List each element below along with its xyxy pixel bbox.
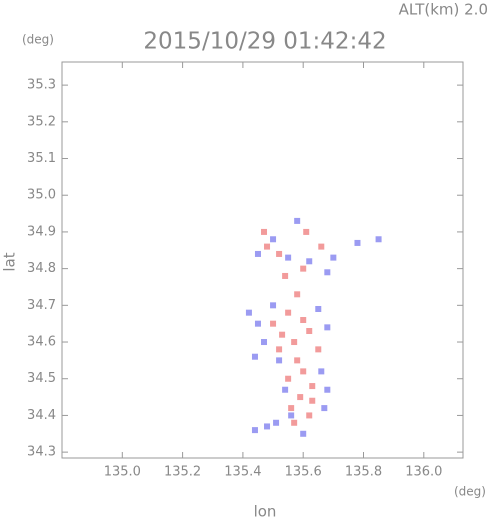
data-cell: [315, 346, 322, 353]
data-cell: [279, 331, 286, 338]
data-cell: [282, 386, 289, 393]
data-cell: [276, 357, 283, 364]
data-cell: [285, 254, 292, 261]
y-tick-label: 35.2: [27, 114, 56, 129]
data-cell: [270, 236, 277, 243]
data-cell: [300, 265, 307, 272]
data-cell: [324, 386, 331, 393]
data-cell: [245, 309, 252, 316]
data-cell: [321, 405, 328, 412]
y-tick-label: 34.4: [27, 408, 56, 423]
data-cell: [330, 254, 337, 261]
x-tick-label: 136.0: [405, 465, 442, 480]
x-tick-label: 135.6: [285, 465, 322, 480]
y-axis-label: lat: [1, 252, 19, 271]
data-cell: [306, 328, 313, 335]
data-cell: [315, 305, 322, 312]
data-cell: [309, 397, 316, 404]
plot-frame: [61, 61, 464, 459]
y-tick-label: 34.7: [27, 298, 56, 313]
data-cell: [251, 427, 258, 434]
y-tick-label: 34.6: [27, 335, 56, 350]
data-cell: [270, 302, 277, 309]
data-cell: [288, 412, 295, 419]
data-cell: [324, 324, 331, 331]
y-tick-label: 35.3: [27, 78, 56, 93]
x-tick-label: 135.8: [345, 465, 382, 480]
y-unit: (deg): [22, 33, 54, 47]
data-cell: [318, 368, 325, 375]
data-cell: [264, 423, 271, 430]
data-cell: [261, 339, 268, 346]
data-cell: [261, 228, 268, 235]
data-cell: [294, 217, 301, 224]
data-cell: [254, 250, 261, 257]
data-cell: [300, 368, 307, 375]
x-tick-label: 135.0: [104, 465, 141, 480]
x-tick-label: 135.2: [164, 465, 201, 480]
data-cell: [254, 320, 261, 327]
data-cell: [294, 357, 301, 364]
data-cell: [291, 339, 298, 346]
data-cell: [303, 228, 310, 235]
data-cell: [309, 383, 316, 390]
data-cell: [251, 353, 258, 360]
x-unit: (deg): [454, 485, 486, 499]
data-cell: [273, 419, 280, 426]
data-cell: [300, 317, 307, 324]
y-tick-label: 34.3: [27, 445, 56, 460]
data-cell: [291, 419, 298, 426]
y-tick-label: 35.0: [27, 188, 56, 203]
data-cell: [285, 309, 292, 316]
y-tick-label: 34.8: [27, 261, 56, 276]
data-cell: [270, 320, 277, 327]
y-tick-label: 35.1: [27, 151, 56, 166]
data-cell: [297, 394, 304, 401]
data-cell: [294, 291, 301, 298]
chart-title: 2015/10/29 01:42:42: [143, 29, 386, 55]
y-tick-label: 34.9: [27, 224, 56, 239]
data-cell: [264, 243, 271, 250]
altitude-label: ALT(km) 2.0: [399, 1, 488, 19]
data-cell: [276, 250, 283, 257]
data-cell: [285, 375, 292, 382]
data-cell: [288, 405, 295, 412]
data-cell: [276, 346, 283, 353]
data-cell: [300, 430, 307, 437]
data-cell: [324, 269, 331, 276]
data-cell: [318, 243, 325, 250]
data-cell: [282, 272, 289, 279]
x-tick-label: 135.4: [224, 465, 261, 480]
data-cell: [375, 236, 382, 243]
data-cell: [306, 412, 313, 419]
data-cell: [306, 258, 313, 265]
data-cell: [354, 239, 361, 246]
x-axis-label: lon: [254, 503, 277, 521]
y-tick-label: 34.5: [27, 371, 56, 386]
